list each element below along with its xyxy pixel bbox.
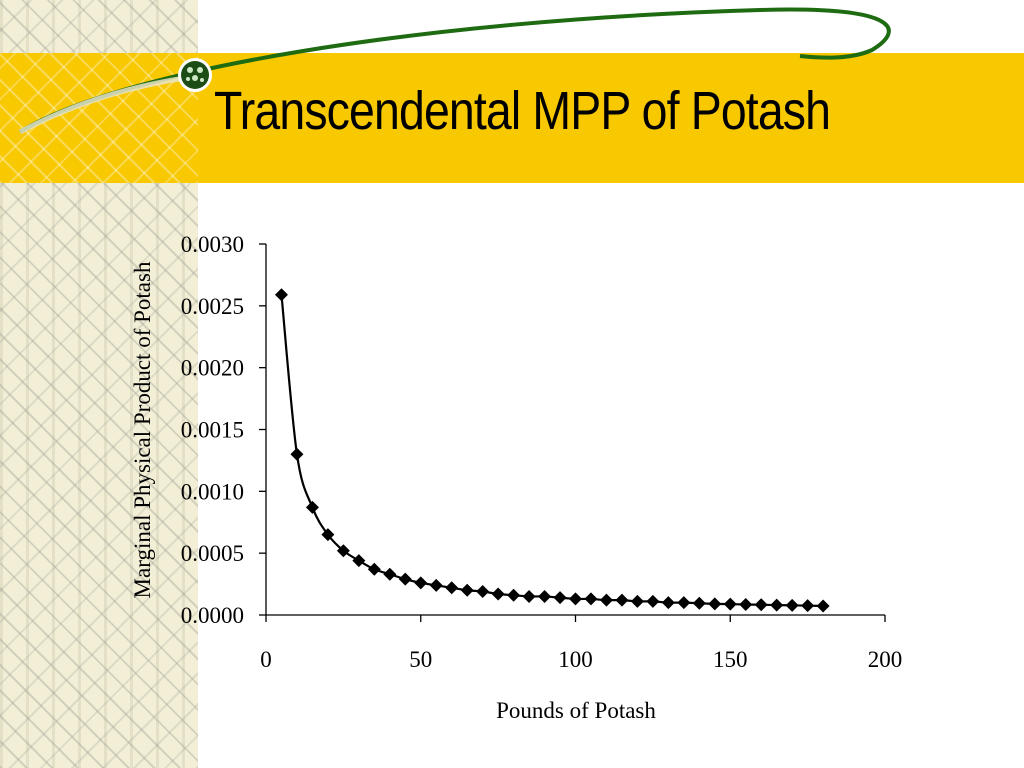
- swoosh-highlight: [18, 75, 186, 135]
- y-tick-label: 0.0025: [181, 294, 244, 319]
- data-point-marker: [538, 589, 552, 603]
- y-tick-label: 0.0000: [181, 603, 244, 628]
- data-point-marker: [476, 585, 490, 599]
- x-tick-label: 100: [558, 647, 593, 672]
- data-point-marker: [336, 544, 350, 558]
- data-point-marker: [677, 596, 691, 610]
- slide-title: Transcendental MPP of Potash: [214, 81, 831, 141]
- y-tick-label: 0.0010: [181, 479, 244, 504]
- data-point-marker: [398, 572, 412, 586]
- data-point-marker: [352, 554, 366, 568]
- data-point-marker: [569, 592, 582, 606]
- swoosh-decoration: [18, 7, 891, 135]
- bullet-orb-icon: [178, 58, 212, 92]
- data-point-marker: [522, 589, 536, 603]
- data-point-marker: [599, 593, 613, 607]
- data-point-marker: [661, 596, 675, 610]
- data-point-marker: [785, 598, 799, 612]
- data-point-marker: [553, 591, 567, 605]
- data-point-marker: [723, 597, 737, 611]
- data-point-marker: [816, 599, 830, 613]
- data-point-marker: [507, 588, 521, 602]
- data-point-marker: [321, 528, 335, 542]
- x-tick-label: 50: [409, 647, 432, 672]
- x-tick-label: 0: [260, 647, 272, 672]
- data-point-marker: [754, 598, 768, 612]
- data-point-marker: [491, 587, 505, 601]
- data-point-marker: [383, 567, 397, 581]
- title-band-pattern-overlay: [0, 53, 198, 183]
- data-point-marker: [692, 596, 706, 610]
- data-point-marker: [615, 593, 629, 607]
- data-point-marker: [414, 576, 428, 590]
- y-tick-label: 0.0030: [181, 232, 244, 257]
- series-potash-mpp: [274, 288, 830, 613]
- data-point-marker: [445, 581, 459, 595]
- data-point-marker: [630, 594, 644, 608]
- data-point-marker: [305, 500, 319, 514]
- swoosh-curve: [18, 7, 891, 134]
- data-point-marker: [801, 599, 815, 613]
- data-point-marker: [646, 594, 660, 608]
- data-point-marker: [584, 592, 598, 606]
- data-point-marker: [460, 583, 474, 597]
- x-tick-label: 200: [868, 647, 903, 672]
- y-tick-label: 0.0005: [181, 541, 244, 566]
- data-point-marker: [274, 288, 288, 302]
- data-point-marker: [290, 447, 304, 461]
- x-axis: 0 50 100 150 200: [260, 614, 903, 672]
- data-point-marker: [429, 578, 443, 592]
- data-point-marker: [708, 597, 722, 611]
- x-tick-label: 150: [713, 647, 748, 672]
- y-tick-label: 0.0020: [181, 356, 244, 381]
- y-tick-label: 0.0015: [181, 418, 244, 443]
- data-point-marker: [739, 597, 753, 611]
- y-axis-label: Marginal Physical Product of Potash: [130, 261, 155, 598]
- data-point-marker: [770, 598, 784, 612]
- y-axis: 0.0000 0.0005 0.0010 0.0015 0.0020 0.0025 0.00…: [181, 232, 267, 628]
- x-axis-label: Pounds of Potash: [496, 698, 656, 723]
- data-point-marker: [367, 562, 381, 576]
